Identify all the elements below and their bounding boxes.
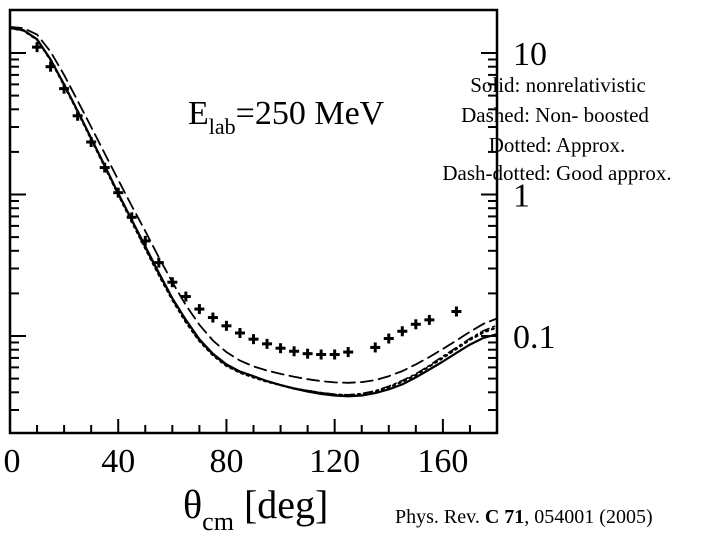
data-point bbox=[316, 349, 327, 360]
data-point bbox=[207, 312, 218, 323]
x-axis-label-subscript: cm bbox=[202, 507, 234, 536]
x-axis-label-unit: [deg] bbox=[244, 482, 328, 527]
data-point bbox=[275, 343, 286, 354]
energy-label-suffix: =250 MeV bbox=[236, 95, 385, 132]
data-point bbox=[451, 306, 462, 317]
legend-line-dotted: Dotted: Approx. bbox=[489, 133, 626, 157]
x-tick-label: 80 bbox=[209, 443, 243, 480]
citation-volume: 71 bbox=[504, 506, 524, 528]
citation: Phys. Rev. C 71, 054001 (2005) bbox=[395, 506, 653, 528]
data-point bbox=[262, 338, 273, 349]
data-point bbox=[302, 348, 313, 359]
data-point bbox=[248, 334, 259, 345]
x-tick-label: 0 bbox=[4, 443, 21, 480]
data-point bbox=[424, 314, 435, 325]
energy-label: Elab=250 MeV bbox=[188, 95, 385, 139]
data-point bbox=[45, 61, 56, 72]
y-tick-label: 0.1 bbox=[513, 319, 556, 356]
data-point bbox=[234, 328, 245, 339]
data-point bbox=[221, 320, 232, 331]
x-axis-label: θcm [deg] bbox=[183, 482, 328, 536]
x-axis-label-symbol: θ bbox=[183, 482, 202, 527]
legend-line-solid: Solid: nonrelativistic bbox=[470, 73, 646, 97]
data-point bbox=[329, 349, 340, 360]
legend: Solid: nonrelativistic Dashed: Non- boos… bbox=[442, 73, 671, 185]
y-tick-label: 1 bbox=[513, 178, 530, 215]
data-point bbox=[153, 257, 164, 268]
legend-line-dash-dotted: Dash-dotted: Good approx. bbox=[442, 161, 671, 185]
citation-journal: C bbox=[485, 506, 499, 528]
citation-prefix: Phys. Rev. bbox=[395, 506, 485, 528]
x-tick-label: 40 bbox=[101, 443, 135, 480]
data-point bbox=[410, 319, 421, 330]
energy-label-prefix: E bbox=[188, 95, 209, 132]
x-tick-label: 160 bbox=[417, 443, 468, 480]
legend-line-dashed: Dashed: Non- boosted bbox=[461, 103, 649, 127]
data-point bbox=[140, 235, 151, 246]
data-point bbox=[32, 42, 43, 53]
data-point bbox=[370, 342, 381, 353]
series-dash-dotted bbox=[9, 27, 498, 396]
data-point bbox=[126, 212, 137, 223]
series-dashed bbox=[9, 26, 498, 384]
data-point bbox=[59, 83, 70, 94]
citation-suffix: , 054001 (2005) bbox=[524, 506, 652, 528]
data-point bbox=[99, 162, 110, 173]
data-point bbox=[383, 333, 394, 344]
data-point bbox=[86, 136, 97, 147]
data-point bbox=[72, 110, 83, 121]
data-point bbox=[113, 187, 124, 198]
data-point bbox=[397, 326, 408, 337]
y-tick-label: 10 bbox=[513, 36, 547, 73]
data-point bbox=[343, 347, 354, 358]
data-point bbox=[194, 304, 205, 315]
energy-label-subscript: lab bbox=[209, 114, 236, 139]
x-tick-label: 120 bbox=[309, 443, 360, 480]
data-point bbox=[180, 291, 191, 302]
data-point bbox=[289, 346, 300, 357]
data-point bbox=[167, 277, 178, 288]
